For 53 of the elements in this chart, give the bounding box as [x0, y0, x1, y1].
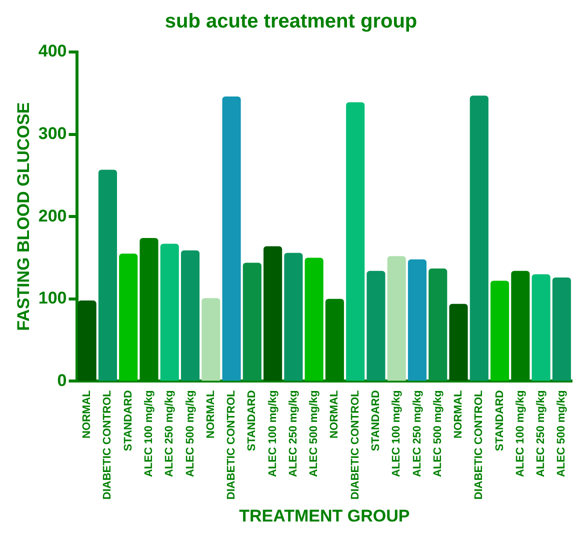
bar	[78, 300, 96, 381]
bar	[532, 274, 550, 381]
y-tick-label: 100	[38, 288, 67, 308]
bar	[428, 268, 448, 381]
x-tick-label: ALEC 250 mg/kg	[164, 390, 176, 478]
bar	[366, 270, 386, 381]
x-tick-label: ALEC 100 mg/kg	[143, 390, 156, 478]
x-tick-label: STANDARD	[370, 390, 382, 452]
x-tick-label: ALEC 100 mg/kg	[390, 390, 403, 478]
x-tick-label: STANDARD	[246, 390, 258, 452]
x-tick-label: NORMAL	[328, 390, 341, 438]
bar	[304, 258, 324, 381]
y-axis-title: FASTING BLOOD GLUCOSE	[14, 102, 33, 331]
bar	[284, 252, 303, 381]
bar	[264, 246, 282, 381]
x-tick-label: ALEC 500 mg/kg	[432, 390, 444, 478]
x-tick-label: NORMAL	[204, 390, 217, 438]
x-tick-label: DIABETIC CONTROL	[102, 390, 114, 500]
x-tick-label: ALEC 250 mg/kg	[411, 390, 424, 478]
bar	[490, 280, 510, 381]
bar	[160, 244, 179, 381]
x-tick-label: STANDARD	[494, 390, 506, 452]
bar	[552, 278, 571, 381]
bar	[98, 170, 117, 381]
bar	[408, 259, 427, 381]
x-tick-label: ALEC 250 mg/kg	[535, 390, 548, 478]
y-tick-label: 200	[38, 206, 67, 226]
bar	[180, 250, 200, 381]
bar	[222, 96, 241, 381]
bar	[119, 254, 138, 381]
bar	[242, 262, 262, 381]
x-tick-label: STANDARD	[122, 390, 134, 452]
x-tick-label: ALEC 500 mg/kg	[184, 390, 196, 478]
y-tick-label: 300	[38, 124, 67, 143]
x-tick-label: DIABETIC CONTROL	[349, 390, 362, 500]
x-tick-label: ALEC 500 mg/kg	[308, 390, 320, 478]
x-tick-label: ALEC 500 mg/kg	[556, 390, 568, 478]
x-tick-label: DIABETIC CONTROL	[226, 390, 238, 500]
x-axis-title: TREATMENT GROUP	[239, 506, 410, 526]
x-tick-label: ALEC 250 mg/kg	[287, 390, 300, 478]
x-tick-label: DIABETIC CONTROL	[473, 390, 486, 500]
x-tick-label: ALEC 100 mg/kg	[266, 390, 279, 478]
bar	[449, 304, 468, 381]
y-tick-label: 400	[38, 42, 67, 61]
x-tick-label: NORMAL	[452, 390, 465, 438]
x-tick-label: ALEC 100 mg/kg	[514, 390, 526, 478]
bar	[470, 96, 488, 381]
x-tick-label: NORMAL	[81, 390, 94, 438]
bar	[387, 256, 406, 381]
bar	[346, 102, 365, 381]
chart-title: sub acute treatment group	[164, 10, 418, 33]
y-tick-label: 0	[57, 370, 67, 390]
bar	[202, 298, 220, 381]
